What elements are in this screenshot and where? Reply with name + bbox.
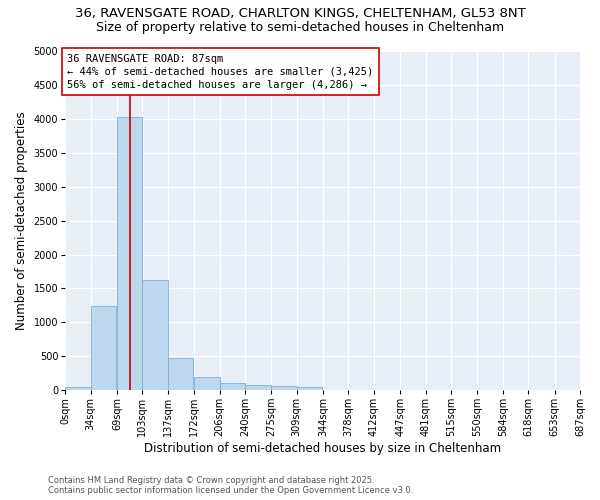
Bar (297, 387, 322, 390)
Text: Size of property relative to semi-detached houses in Cheltenham: Size of property relative to semi-detach… (96, 21, 504, 34)
Text: 36 RAVENSGATE ROAD: 87sqm
← 44% of semi-detached houses are smaller (3,425)
56% : 36 RAVENSGATE ROAD: 87sqm ← 44% of semi-… (67, 54, 374, 90)
Bar (91, 306, 116, 390)
X-axis label: Distribution of semi-detached houses by size in Cheltenham: Distribution of semi-detached houses by … (144, 442, 501, 455)
Bar (220, 382, 245, 390)
Bar (194, 377, 220, 390)
Bar (142, 280, 168, 390)
Text: 36, RAVENSGATE ROAD, CHARLTON KINGS, CHELTENHAM, GL53 8NT: 36, RAVENSGATE ROAD, CHARLTON KINGS, CHE… (74, 8, 526, 20)
Bar (271, 386, 297, 390)
Bar (65, 388, 91, 390)
Text: Contains HM Land Registry data © Crown copyright and database right 2025.
Contai: Contains HM Land Registry data © Crown c… (48, 476, 413, 495)
Y-axis label: Number of semi-detached properties: Number of semi-detached properties (15, 112, 28, 330)
Bar (117, 117, 142, 390)
Bar (245, 386, 271, 390)
Bar (168, 358, 193, 390)
